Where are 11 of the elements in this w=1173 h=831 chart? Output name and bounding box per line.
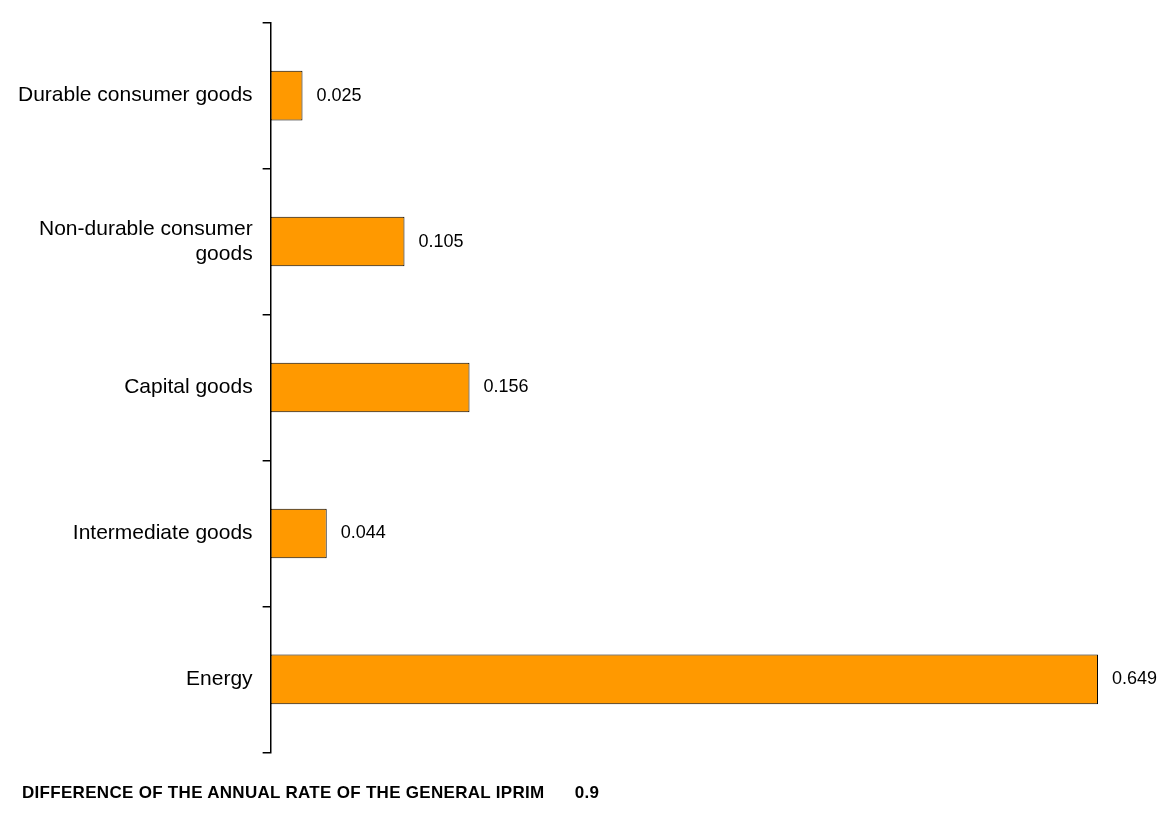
y-tick-label: Non-durable consumer goods xyxy=(39,215,253,264)
data-label: 0.025 xyxy=(316,84,362,105)
y-tick-label: Capital goods xyxy=(124,374,253,398)
data-label: 0.649 xyxy=(1111,668,1158,689)
data-label: 0.156 xyxy=(483,376,529,397)
data-label: 0.044 xyxy=(340,522,386,543)
data-label: 0.105 xyxy=(418,230,464,251)
y-tick-label: Energy xyxy=(186,666,254,690)
text: DIFFERENCE OF THE ANNUAL RATE OF THE GENERAL IPRIM 0.9 xyxy=(22,783,600,803)
y-tick-label: Intermediate goods xyxy=(72,520,253,544)
y-tick-label: Durable consumer goods xyxy=(17,82,253,106)
